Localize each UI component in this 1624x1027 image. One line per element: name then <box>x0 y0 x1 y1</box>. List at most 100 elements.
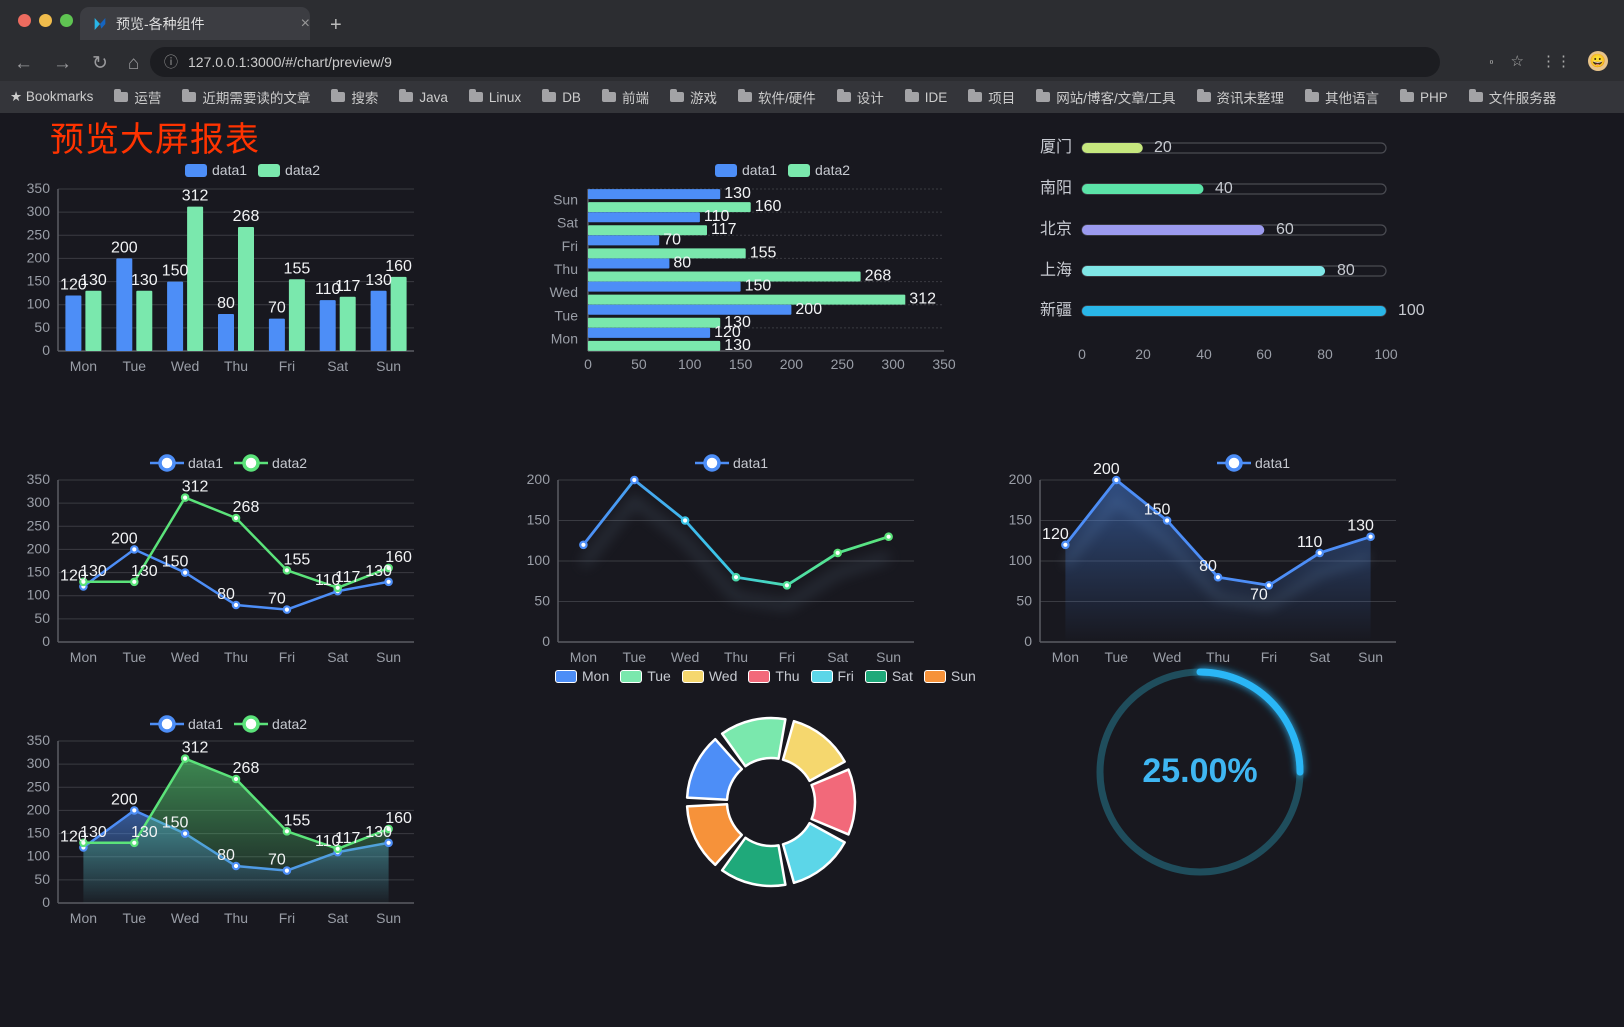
svg-text:312: 312 <box>182 188 209 205</box>
svg-text:上海: 上海 <box>1040 261 1072 279</box>
svg-text:160: 160 <box>385 258 412 275</box>
svg-text:50: 50 <box>631 356 647 372</box>
svg-text:150: 150 <box>745 278 772 295</box>
svg-text:100: 100 <box>1009 552 1033 568</box>
svg-text:50: 50 <box>1016 593 1032 609</box>
svg-text:80: 80 <box>217 586 235 603</box>
svg-text:厦门: 厦门 <box>1040 138 1072 156</box>
svg-text:70: 70 <box>268 852 286 869</box>
svg-text:150: 150 <box>1144 502 1171 519</box>
svg-text:50: 50 <box>34 610 50 626</box>
svg-text:200: 200 <box>111 530 138 547</box>
svg-text:130: 130 <box>80 824 107 841</box>
svg-text:Thu: Thu <box>224 358 248 374</box>
svg-text:155: 155 <box>284 551 311 568</box>
svg-text:300: 300 <box>27 203 51 219</box>
svg-text:Tue: Tue <box>122 910 146 926</box>
svg-text:312: 312 <box>182 740 209 757</box>
svg-text:150: 150 <box>162 263 189 280</box>
svg-text:155: 155 <box>284 812 311 829</box>
svg-text:268: 268 <box>233 760 260 777</box>
svg-text:312: 312 <box>182 479 209 496</box>
svg-text:160: 160 <box>755 198 782 215</box>
svg-text:南阳: 南阳 <box>1040 179 1072 197</box>
svg-text:100: 100 <box>1398 302 1425 319</box>
svg-text:Fri: Fri <box>279 358 295 374</box>
svg-text:70: 70 <box>663 231 681 248</box>
svg-text:150: 150 <box>162 554 189 571</box>
svg-text:200: 200 <box>111 239 138 256</box>
svg-text:312: 312 <box>909 291 936 308</box>
svg-text:300: 300 <box>27 755 51 771</box>
svg-text:130: 130 <box>131 563 158 580</box>
svg-text:155: 155 <box>750 244 777 261</box>
svg-text:70: 70 <box>268 591 286 608</box>
svg-text:100: 100 <box>27 848 51 864</box>
svg-text:100: 100 <box>27 296 51 312</box>
svg-text:150: 150 <box>527 512 551 528</box>
svg-text:新疆: 新疆 <box>1040 301 1072 319</box>
svg-text:250: 250 <box>27 226 51 242</box>
svg-text:130: 130 <box>131 272 158 289</box>
svg-text:60: 60 <box>1276 221 1294 238</box>
svg-text:150: 150 <box>27 273 51 289</box>
svg-text:60: 60 <box>1256 346 1272 362</box>
svg-text:130: 130 <box>80 563 107 580</box>
svg-text:130: 130 <box>724 337 751 354</box>
svg-text:0: 0 <box>42 633 50 649</box>
svg-text:120: 120 <box>1042 526 1069 543</box>
svg-text:Thu: Thu <box>554 261 578 277</box>
svg-text:268: 268 <box>233 208 260 225</box>
svg-text:Sun: Sun <box>376 358 401 374</box>
svg-text:0: 0 <box>42 894 50 910</box>
svg-text:150: 150 <box>1009 512 1033 528</box>
svg-text:25.00%: 25.00% <box>1142 752 1257 790</box>
svg-text:250: 250 <box>27 517 51 533</box>
svg-text:200: 200 <box>1009 471 1033 487</box>
svg-text:200: 200 <box>527 471 551 487</box>
svg-text:Sat: Sat <box>327 910 348 926</box>
svg-text:80: 80 <box>1317 346 1333 362</box>
svg-text:80: 80 <box>1199 558 1217 575</box>
svg-text:Sun: Sun <box>553 192 578 208</box>
svg-text:300: 300 <box>881 356 905 372</box>
svg-text:250: 250 <box>831 356 855 372</box>
svg-text:200: 200 <box>27 801 51 817</box>
svg-text:北京: 北京 <box>1040 220 1072 238</box>
svg-text:40: 40 <box>1215 180 1233 197</box>
svg-text:0: 0 <box>1078 346 1086 362</box>
svg-text:Sat: Sat <box>327 358 348 374</box>
svg-text:20: 20 <box>1154 139 1172 156</box>
svg-text:70: 70 <box>268 300 286 317</box>
svg-text:150: 150 <box>729 356 753 372</box>
svg-text:80: 80 <box>673 255 691 272</box>
svg-text:40: 40 <box>1196 346 1212 362</box>
svg-text:Fri: Fri <box>279 910 295 926</box>
svg-text:350: 350 <box>932 356 956 372</box>
svg-text:130: 130 <box>724 185 751 202</box>
svg-text:300: 300 <box>27 494 51 510</box>
svg-text:160: 160 <box>385 549 412 566</box>
svg-text:150: 150 <box>162 815 189 832</box>
svg-text:80: 80 <box>217 847 235 864</box>
svg-text:130: 130 <box>131 824 158 841</box>
svg-text:80: 80 <box>217 295 235 312</box>
svg-text:268: 268 <box>865 268 892 285</box>
svg-text:Tue: Tue <box>122 358 146 374</box>
svg-text:50: 50 <box>534 593 550 609</box>
svg-text:0: 0 <box>1024 633 1032 649</box>
svg-text:Sat: Sat <box>557 215 578 231</box>
svg-text:Sun: Sun <box>376 910 401 926</box>
svg-text:200: 200 <box>27 249 51 265</box>
svg-text:150: 150 <box>27 825 51 841</box>
svg-text:268: 268 <box>233 499 260 516</box>
svg-text:117: 117 <box>711 221 737 238</box>
svg-text:0: 0 <box>542 633 550 649</box>
svg-text:160: 160 <box>385 810 412 827</box>
svg-text:117: 117 <box>335 278 361 295</box>
svg-text:Mon: Mon <box>70 910 97 926</box>
svg-text:150: 150 <box>27 564 51 580</box>
svg-text:200: 200 <box>111 791 138 808</box>
svg-text:100: 100 <box>678 356 702 372</box>
svg-text:0: 0 <box>42 342 50 358</box>
